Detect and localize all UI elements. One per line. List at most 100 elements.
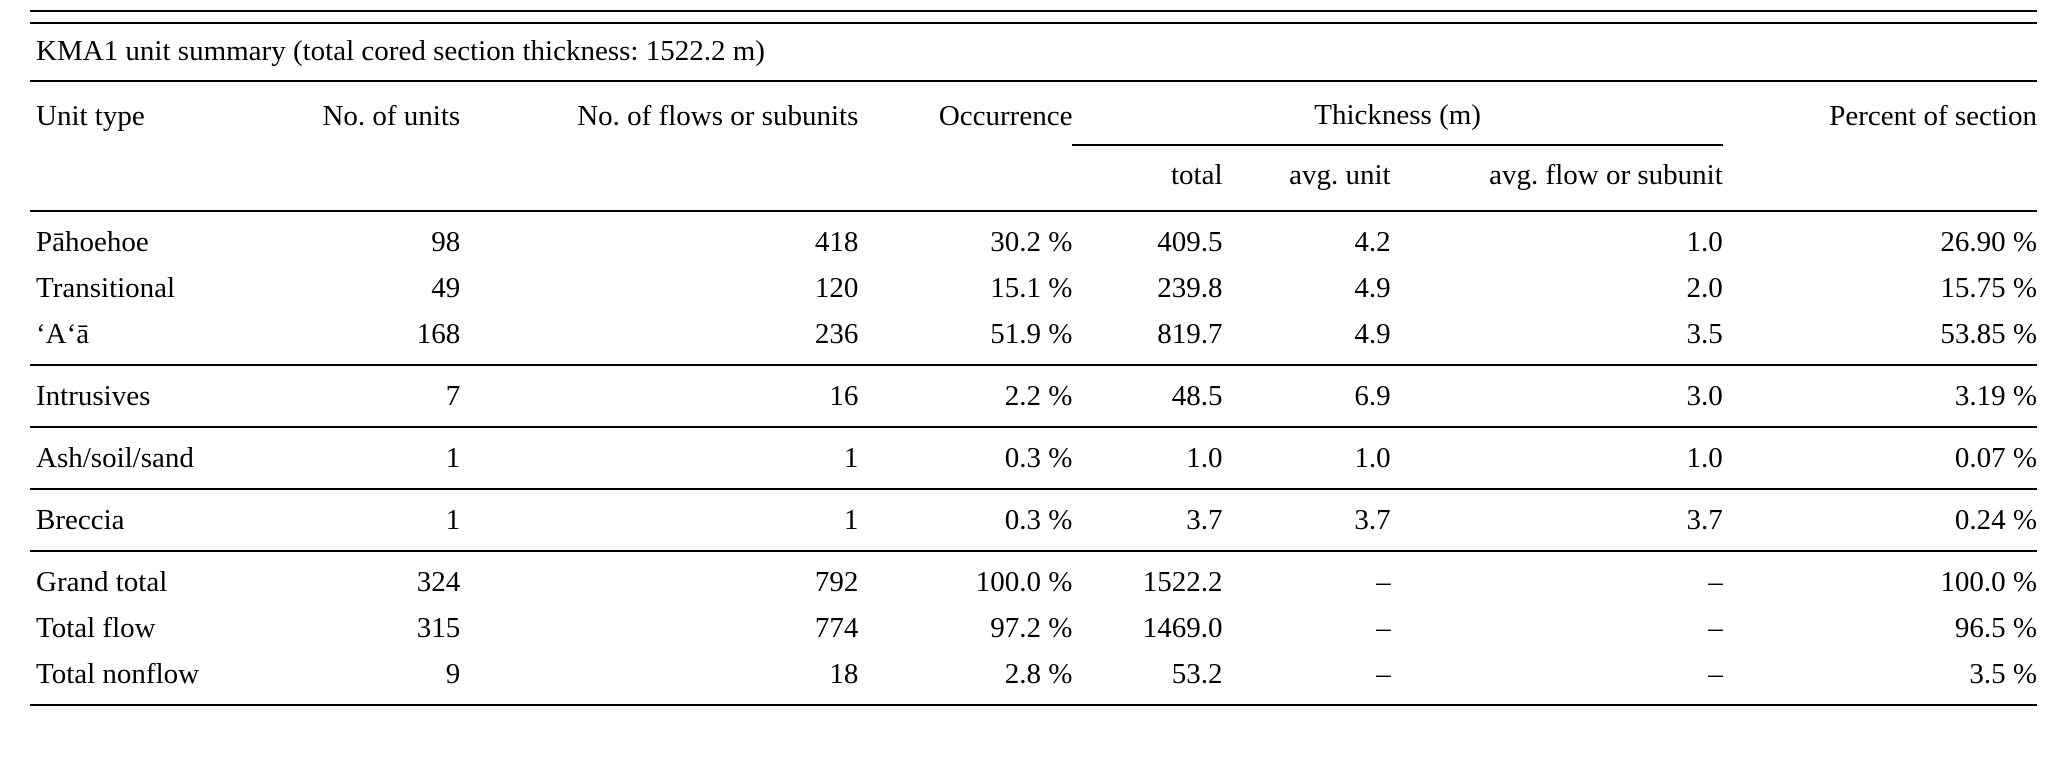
value-cell: 236 <box>814 318 859 350</box>
value-cell: 0.3 % <box>1004 504 1073 536</box>
table-row: Total nonflow 9 18 2.8 % 53.2 – – 3.5 % <box>30 651 2037 705</box>
value-cell: 1469.0 <box>1142 612 1223 644</box>
value-cell: 9 <box>445 658 461 690</box>
value-cell: – <box>1708 566 1723 598</box>
value-cell: 98 <box>431 226 461 258</box>
table-row: Intrusives 7 16 2.2 % 48.5 6.9 3.0 3.19 % <box>30 365 2037 427</box>
value-cell: 1522.2 <box>1142 566 1223 598</box>
value-cell: 2.2 % <box>1004 380 1073 412</box>
value-cell: 3.7 <box>1686 504 1723 536</box>
value-cell: 1.0 <box>1686 442 1723 474</box>
table-row: Pāhoehoe 98 418 30.2 % 409.5 4.2 1.0 26.90 % <box>30 211 2037 265</box>
row-group: Breccia 1 1 0.3 % 3.7 3.7 3.7 0.24 % <box>30 489 2037 551</box>
value-cell: 324 <box>416 566 461 598</box>
value-cell: 100.0 % <box>1940 566 2037 598</box>
value-cell: 4.9 <box>1354 272 1391 304</box>
value-cell: 0.3 % <box>1004 442 1073 474</box>
value-cell: 96.5 % <box>1954 612 2037 644</box>
value-cell: 418 <box>814 226 859 258</box>
empty-cell <box>270 145 460 211</box>
unit-summary-table: KMA1 unit summary (total cored section t… <box>30 22 2037 706</box>
value-cell: – <box>1708 658 1723 690</box>
table-row: Transitional 49 120 15.1 % 239.8 4.9 2.0 15.75 … <box>30 265 2037 311</box>
empty-cell <box>1723 145 2037 211</box>
col-header-occurrence: Occurrence <box>938 100 1073 132</box>
table-row: Total flow 315 774 97.2 % 1469.0 – – 96.5 % <box>30 605 2037 651</box>
value-cell: 774 <box>814 612 859 644</box>
col-header-unit-type: Unit type <box>36 100 145 132</box>
subcolumn-header-row: total avg. unit avg. flow or subunit <box>30 145 2037 211</box>
value-cell: 1 <box>445 504 461 536</box>
value-cell: 0.24 % <box>1954 504 2037 536</box>
empty-cell <box>858 145 1072 211</box>
col-header-percent: Percent of section <box>1829 100 2037 132</box>
value-cell: 7 <box>445 380 461 412</box>
unit-type-cell: Grand total <box>36 566 168 598</box>
row-group: Grand total 324 792 100.0 % 1522.2 – – 100.0 % T… <box>30 551 2037 705</box>
value-cell: 49 <box>431 272 461 304</box>
empty-cell <box>30 145 270 211</box>
value-cell: 1.0 <box>1354 442 1391 474</box>
unit-type-cell: Total nonflow <box>36 658 200 690</box>
value-cell: 1.0 <box>1186 442 1223 474</box>
value-cell: 53.85 % <box>1940 318 2037 350</box>
table-row: ʻAʻā 168 236 51.9 % 819.7 4.9 3.5 53.85 % <box>30 311 2037 365</box>
col-header-no-units: No. of units <box>322 100 461 132</box>
value-cell: 6.9 <box>1354 380 1391 412</box>
value-cell: 30.2 % <box>990 226 1073 258</box>
value-cell: 48.5 <box>1171 380 1223 412</box>
unit-type-cell: Total flow <box>36 612 156 644</box>
col-header-no-flows: No. of flows or subunits <box>577 100 859 132</box>
unit-type-cell: Breccia <box>36 504 125 536</box>
top-outer-rule <box>30 10 2037 12</box>
unit-type-cell: Ash/soil/sand <box>36 442 194 474</box>
value-cell: 819.7 <box>1157 318 1223 350</box>
value-cell: 0.07 % <box>1954 442 2037 474</box>
value-cell: 1 <box>843 504 859 536</box>
value-cell: 26.90 % <box>1940 226 2037 258</box>
value-cell: 16 <box>829 380 859 412</box>
column-header-row: Unit type No. of units No. of flows or s… <box>30 81 2037 146</box>
table-row: Grand total 324 792 100.0 % 1522.2 – – 100.0 % <box>30 551 2037 605</box>
col-header-thickness: Thickness (m) <box>1072 81 1723 146</box>
row-group: Pāhoehoe 98 418 30.2 % 409.5 4.2 1.0 26.90 % Tra… <box>30 211 2037 365</box>
table-title-row: KMA1 unit summary (total cored section t… <box>30 22 2037 82</box>
value-cell: 168 <box>416 318 461 350</box>
row-group: Ash/soil/sand 1 1 0.3 % 1.0 1.0 1.0 0.07 % <box>30 427 2037 489</box>
value-cell: 53.2 <box>1171 658 1223 690</box>
value-cell: – <box>1376 612 1391 644</box>
value-cell: 97.2 % <box>990 612 1073 644</box>
value-cell: 4.9 <box>1354 318 1391 350</box>
value-cell: 1.0 <box>1686 226 1723 258</box>
value-cell: – <box>1708 612 1723 644</box>
table-row: Breccia 1 1 0.3 % 3.7 3.7 3.7 0.24 % <box>30 489 2037 551</box>
value-cell: 2.8 % <box>1004 658 1073 690</box>
value-cell: 100.0 % <box>975 566 1073 598</box>
value-cell: – <box>1376 658 1391 690</box>
table-row: Ash/soil/sand 1 1 0.3 % 1.0 1.0 1.0 0.07 % <box>30 427 2037 489</box>
value-cell: 3.5 <box>1686 318 1723 350</box>
value-cell: 18 <box>829 658 859 690</box>
subcol-header-avg-flow: avg. flow or subunit <box>1489 159 1723 191</box>
value-cell: 315 <box>416 612 461 644</box>
value-cell: – <box>1376 566 1391 598</box>
value-cell: 3.7 <box>1354 504 1391 536</box>
value-cell: 409.5 <box>1157 226 1223 258</box>
value-cell: 792 <box>814 566 859 598</box>
value-cell: 1 <box>445 442 461 474</box>
value-cell: 3.5 % <box>1969 658 2037 690</box>
value-cell: 1 <box>843 442 859 474</box>
value-cell: 15.1 % <box>990 272 1073 304</box>
value-cell: 3.0 <box>1686 380 1723 412</box>
unit-type-cell: Intrusives <box>36 380 151 412</box>
value-cell: 3.7 <box>1186 504 1223 536</box>
unit-type-cell: Transitional <box>36 272 176 304</box>
unit-type-cell: Pāhoehoe <box>36 226 149 258</box>
value-cell: 3.19 % <box>1954 380 2037 412</box>
table-header: KMA1 unit summary (total cored section t… <box>30 22 2037 211</box>
value-cell: 120 <box>814 272 859 304</box>
value-cell: 51.9 % <box>990 318 1073 350</box>
value-cell: 4.2 <box>1354 226 1391 258</box>
unit-type-cell: ʻAʻā <box>36 318 90 350</box>
